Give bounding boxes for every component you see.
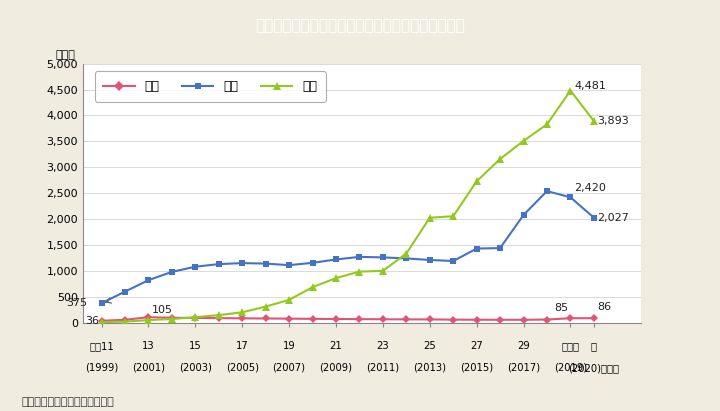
Text: (2020)（年）: (2020)（年） [568,363,619,373]
Text: 3,893: 3,893 [598,116,629,126]
Text: (1999): (1999) [85,363,118,373]
Text: 21: 21 [330,341,343,351]
Text: 86: 86 [598,302,611,312]
Text: 36: 36 [85,316,99,326]
Text: 105: 105 [152,305,173,314]
Text: 29: 29 [517,341,530,351]
Text: 27: 27 [470,341,483,351]
Legend: 殺人, 傷害, 暴行: 殺人, 傷害, 暴行 [94,71,326,102]
Text: (2007): (2007) [273,363,305,373]
Text: 23: 23 [377,341,390,351]
Text: (2019): (2019) [554,363,587,373]
Text: （件）: （件） [55,50,76,60]
Text: 令和元: 令和元 [562,341,580,351]
Text: （備考）警察庁資料より作成。: （備考）警察庁資料より作成。 [22,397,114,407]
Text: (2011): (2011) [366,363,400,373]
Text: 13: 13 [142,341,155,351]
Text: (2017): (2017) [507,363,540,373]
Text: Ｉ－７－３図　夫から妻への犯罪の検挙件数の推移: Ｉ－７－３図 夫から妻への犯罪の検挙件数の推移 [255,18,465,33]
Text: (2013): (2013) [413,363,446,373]
Text: (2009): (2009) [320,363,353,373]
Text: ２: ２ [591,341,597,351]
Text: 2,420: 2,420 [574,183,606,193]
Text: (2001): (2001) [132,363,165,373]
Text: 15: 15 [189,341,202,351]
Text: 2,027: 2,027 [598,212,629,223]
Text: 平成11: 平成11 [89,341,114,351]
Text: 375: 375 [66,298,88,308]
Text: 85: 85 [554,303,568,313]
Text: (2003): (2003) [179,363,212,373]
Text: 19: 19 [283,341,295,351]
Text: 4,481: 4,481 [574,81,606,90]
Text: 17: 17 [236,341,248,351]
Text: (2005): (2005) [226,363,258,373]
Text: (2015): (2015) [460,363,493,373]
Text: 25: 25 [423,341,436,351]
